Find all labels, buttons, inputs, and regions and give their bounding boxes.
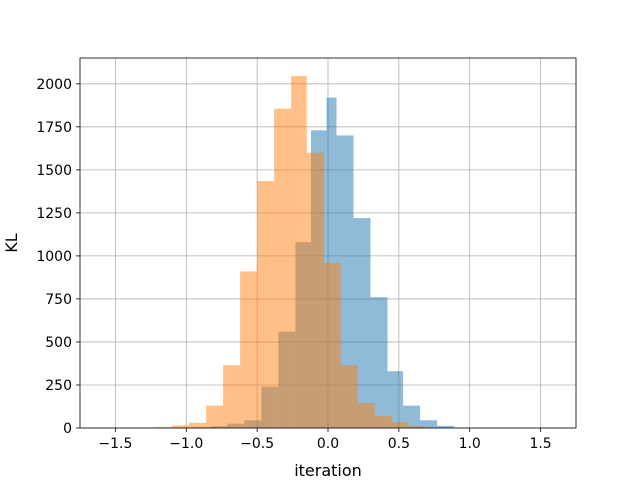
- histogram-bar: [340, 365, 358, 428]
- y-tick-label: 1000: [36, 249, 72, 265]
- histogram-bar: [323, 262, 341, 428]
- series-2-bars: [155, 76, 426, 429]
- histogram-bar: [408, 426, 426, 428]
- y-tick-label: 1500: [36, 163, 72, 179]
- x-tick-label: −0.5: [240, 436, 274, 452]
- x-tick-label: 0.5: [388, 436, 410, 452]
- x-tick-label: 0.0: [317, 436, 339, 452]
- x-tick-label: 1.0: [459, 436, 481, 452]
- y-tick-label: 0: [63, 421, 72, 437]
- y-tick-label: 1750: [36, 120, 72, 136]
- histogram-bar: [374, 415, 392, 428]
- histogram-bar: [306, 152, 324, 428]
- x-axis-label: iteration: [294, 461, 362, 480]
- histogram-bar: [155, 427, 173, 428]
- y-tick-label: 250: [45, 378, 72, 394]
- histogram-bar: [206, 405, 224, 428]
- x-axis-ticks: −1.5 −1.0 −0.5 0.0 0.5 1.0 1.5: [98, 428, 552, 452]
- y-tick-label: 750: [45, 292, 72, 308]
- histogram-bar: [223, 365, 241, 428]
- histogram-bar: [189, 422, 207, 428]
- x-tick-label: −1.5: [98, 436, 132, 452]
- histogram-bar: [420, 420, 438, 428]
- histogram-bar: [370, 297, 388, 428]
- y-axis-label: KL: [2, 233, 21, 252]
- histogram-bar: [274, 108, 292, 428]
- histogram-bar: [291, 76, 307, 429]
- histogram-bar: [387, 371, 404, 428]
- histogram-bar: [172, 425, 190, 428]
- x-tick-label: −1.0: [169, 436, 203, 452]
- histogram-bar: [391, 421, 409, 428]
- histogram-bar: [336, 135, 354, 428]
- x-tick-label: 1.5: [529, 436, 551, 452]
- y-tick-label: 1250: [36, 206, 72, 222]
- histogram-bar: [437, 425, 455, 428]
- histogram-bar: [357, 403, 375, 428]
- bars: [155, 76, 470, 429]
- histogram-bar: [353, 218, 371, 428]
- y-tick-label: 500: [45, 335, 72, 351]
- histogram-bar: [240, 271, 258, 428]
- histogram-bar: [257, 181, 275, 428]
- y-axis-ticks: 0 250 500 750 1000 1250 1500 1750 2000: [36, 77, 80, 437]
- y-tick-label: 2000: [36, 77, 72, 93]
